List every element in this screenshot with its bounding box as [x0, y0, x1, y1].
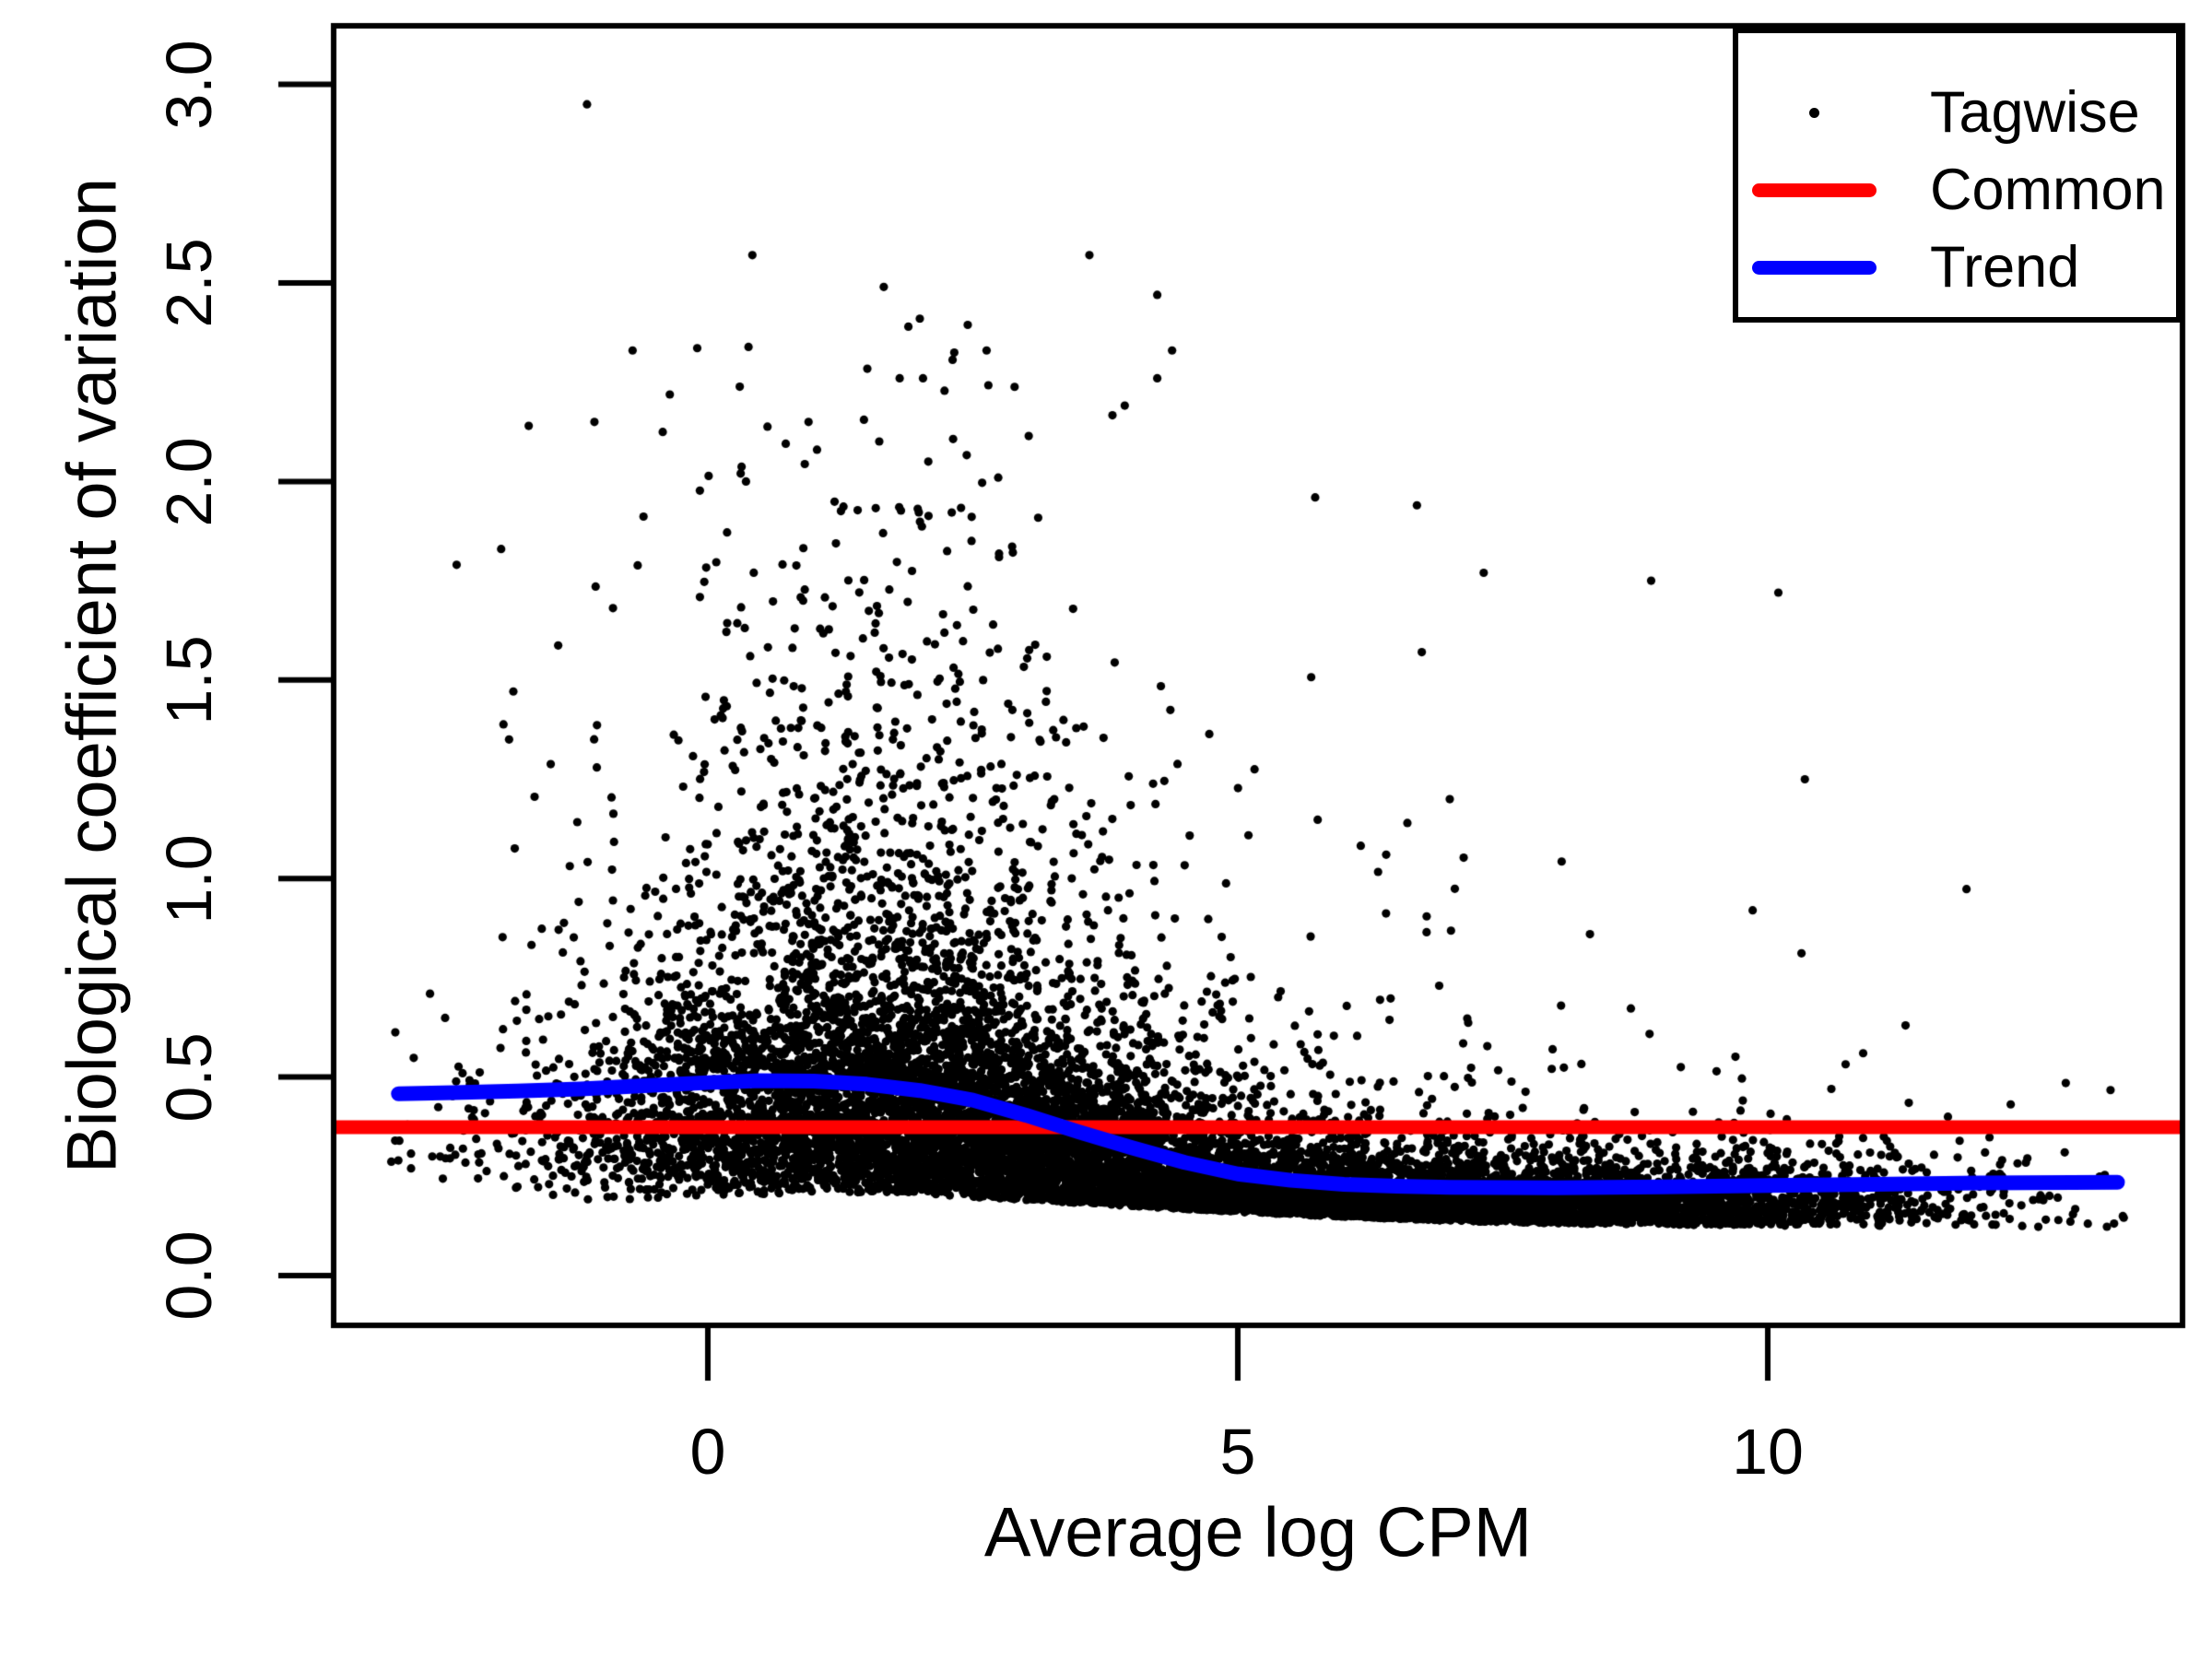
- x-tick-label-10: 10: [1732, 1416, 1804, 1488]
- y-tick-label-1.5: 1.5: [153, 635, 225, 725]
- tagwise-point-sample: [1752, 107, 1877, 118]
- common-line-swatch: [1752, 182, 1877, 197]
- trend-line-swatch: [1752, 260, 1877, 275]
- y-tick-label-1.0: 1.0: [153, 834, 225, 924]
- tagwise-dot-icon: [1809, 107, 1819, 118]
- x-tick-label-0: 0: [689, 1416, 726, 1488]
- legend-label-trend: Trend: [1930, 234, 2080, 300]
- y-tick-label-0.0: 0.0: [153, 1230, 225, 1321]
- x-tick-label-5: 5: [1219, 1416, 1256, 1488]
- legend-entry-tagwise: Tagwise: [1738, 83, 2176, 142]
- y-tick-label-2.0: 2.0: [153, 437, 225, 527]
- y-tick-label-2.5: 2.5: [153, 238, 225, 328]
- legend-box: Tagwise Common Trend: [1733, 28, 2182, 323]
- legend-label-common: Common: [1930, 157, 2166, 222]
- y-tick-label-0.5: 0.5: [153, 1032, 225, 1123]
- legend-label-tagwise: Tagwise: [1930, 79, 2140, 145]
- y-axis-title: Biological coefficient of variation: [53, 177, 132, 1174]
- common-line-sample: [1752, 182, 1877, 197]
- x-axis-title: Average log CPM: [983, 1493, 1533, 1572]
- legend-entry-common: Common: [1738, 160, 2176, 219]
- y-tick-label-3.0: 3.0: [153, 40, 225, 130]
- legend-entry-trend: Trend: [1738, 238, 2176, 297]
- trend-line-sample: [1752, 260, 1877, 275]
